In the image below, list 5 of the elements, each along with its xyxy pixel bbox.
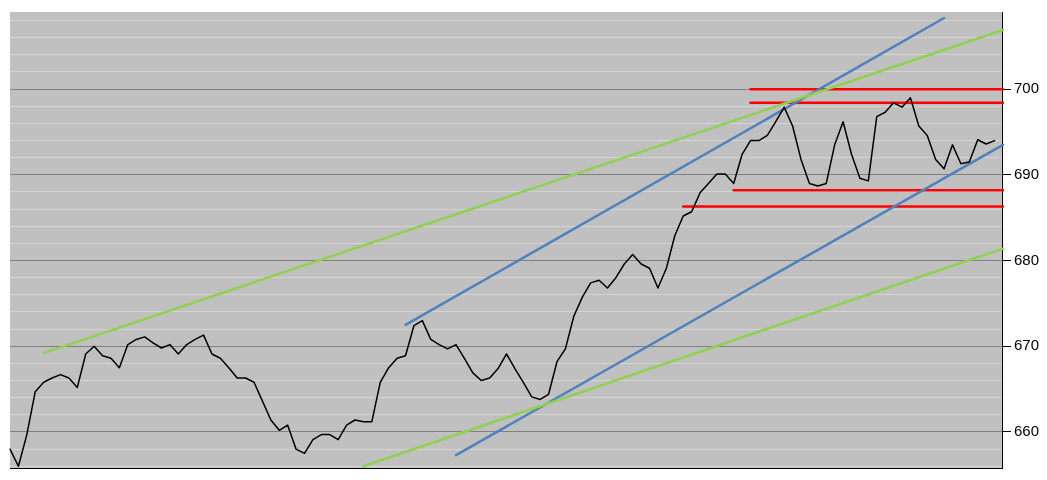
y-tick-label: 680 bbox=[1013, 250, 1039, 268]
y-tick-label: 690 bbox=[1013, 165, 1039, 182]
y-tick-label: 660 bbox=[1013, 422, 1039, 440]
y-tick-label: 670 bbox=[1013, 336, 1039, 354]
y-tick-label: 700 bbox=[1013, 79, 1039, 97]
